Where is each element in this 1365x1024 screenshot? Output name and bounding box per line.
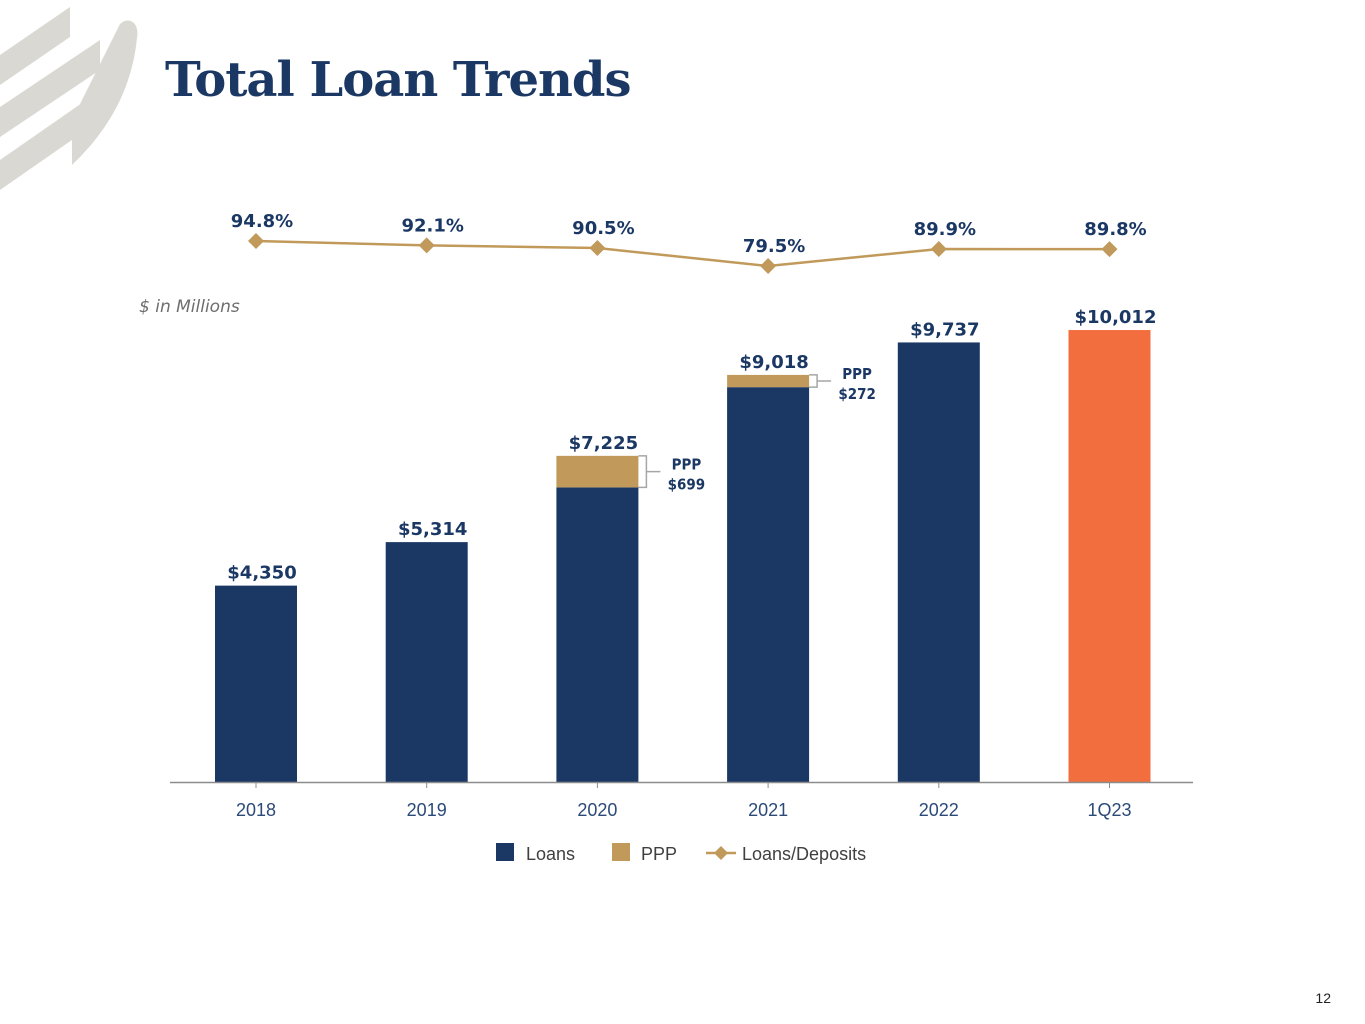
x-tick-label-2018: 2018: [236, 800, 276, 820]
legend-label-ratio: Loans/Deposits: [742, 844, 866, 864]
company-logo: [0, 7, 138, 190]
bar-loans-2019: [385, 542, 468, 782]
units-note: $ in Millions: [139, 297, 240, 317]
bar-loans-2022: [897, 342, 980, 782]
bar-loans-2021: [727, 387, 810, 782]
ratio-marker-2019: [418, 237, 435, 254]
logo-stripes: [0, 7, 138, 190]
total-label-1Q23: $10,012: [1075, 307, 1157, 328]
ppp-bracket-2020: [638, 455, 661, 489]
ratio-label-2022: 89.9%: [914, 219, 976, 240]
ratio-label-2021: 79.5%: [743, 236, 805, 257]
ratio-label-2018: 94.8%: [231, 211, 293, 232]
total-label-2022: $9,737: [910, 319, 979, 340]
total-label-2018: $4,350: [227, 563, 296, 584]
ppp-bracket-2021: [809, 374, 832, 388]
legend-label-loans: Loans: [526, 844, 575, 864]
chart-legend: Loans PPP Loans/Deposits: [496, 843, 866, 864]
ppp-callout-value-2020: $699: [668, 476, 706, 494]
total-label-2020: $7,225: [569, 433, 638, 454]
legend-swatch-loans: [496, 843, 514, 861]
legend-swatch-ppp: [612, 843, 630, 861]
total-label-2021: $9,018: [739, 352, 808, 373]
ratio-marker-2022: [930, 241, 947, 258]
ratio-marker-1Q23: [1101, 241, 1118, 258]
ppp-callout-value-2021: $272: [838, 385, 876, 403]
ratio-marker-2020: [589, 240, 606, 257]
ratio-marker-2021: [760, 258, 777, 274]
bar-ppp-2021: [727, 374, 810, 388]
bar-loans-2018: [215, 585, 297, 782]
bar-loans-2020: [556, 487, 639, 782]
total-label-2019: $5,314: [398, 519, 467, 540]
x-tick-label-2019: 2019: [407, 800, 447, 820]
bar-loans-1Q23: [1068, 330, 1151, 782]
x-tick-label-2022: 2022: [919, 800, 959, 820]
ratio-label-2020: 90.5%: [572, 218, 634, 239]
ppp-callout-title-2020: PPP: [672, 456, 702, 474]
legend-label-ppp: PPP: [641, 844, 677, 864]
x-tick-label-1Q23: 1Q23: [1087, 800, 1131, 820]
page-title: Total Loan Trends: [165, 52, 631, 108]
ratio-marker-2018: [248, 233, 264, 249]
bar-ppp-2020: [556, 455, 639, 488]
x-tick-label-2020: 2020: [577, 800, 617, 820]
ratio-label-2019: 92.1%: [401, 215, 463, 236]
ratio-label-1Q23: 89.8%: [1084, 219, 1146, 240]
ppp-callout-title-2021: PPP: [842, 365, 872, 383]
loans-deposits-line: [255, 239, 1110, 268]
page-number: 12: [1315, 990, 1331, 1006]
x-tick-label-2021: 2021: [748, 800, 788, 820]
legend-marker-ratio: [714, 846, 728, 860]
